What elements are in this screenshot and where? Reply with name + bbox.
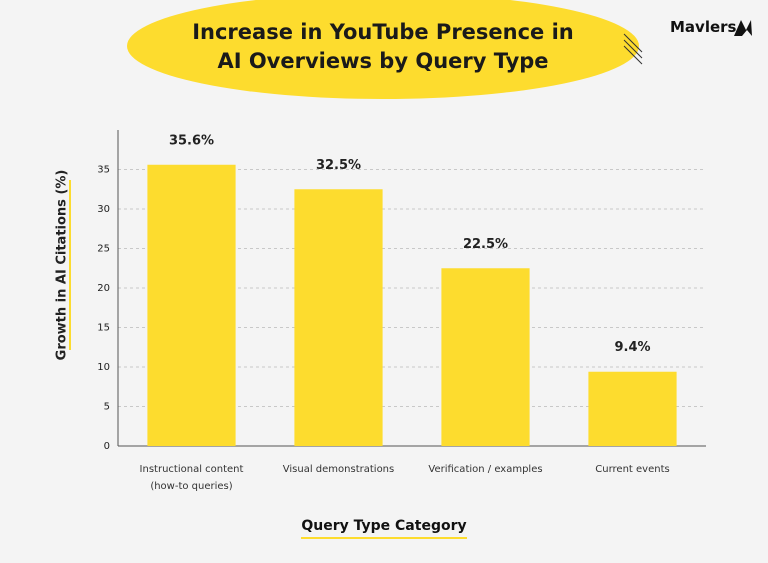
x-tick-label: Current events: [595, 464, 670, 475]
y-tick-label: 10: [97, 362, 110, 373]
x-tick-label: Verification / examples: [428, 464, 543, 475]
value-label: 35.6%: [169, 133, 214, 148]
y-tick-label: 35: [97, 165, 110, 176]
x-axis-label-wrap: Query Type Category: [0, 518, 768, 539]
value-label: 32.5%: [316, 158, 361, 173]
x-tick-label: Visual demonstrations: [282, 464, 395, 475]
value-label: 22.5%: [463, 237, 508, 252]
brand: Mavlers: [670, 18, 737, 36]
decoration: [623, 33, 643, 65]
title-backdrop: [127, 0, 639, 99]
x-axis-label: Query Type Category: [301, 518, 467, 539]
y-tick-label: 15: [97, 323, 110, 334]
bar: [441, 268, 530, 446]
logo-icon: [734, 20, 752, 36]
y-tick-label: 20: [97, 283, 110, 294]
bar: [588, 371, 677, 446]
y-tick-label: 25: [97, 244, 110, 255]
bar: [294, 189, 383, 446]
value-label: 9.4%: [614, 340, 650, 355]
y-tick-label: 5: [104, 402, 110, 413]
y-tick-label: 30: [97, 204, 110, 215]
x-tick-label: Instructional content (how-to queries): [139, 464, 244, 492]
y-tick-label: 0: [104, 441, 110, 452]
chart-title: Increase in YouTube Presence in AI Overv…: [192, 20, 574, 73]
y-axis-label: Growth in AI Citations (%): [55, 170, 70, 361]
bar: [147, 164, 236, 446]
